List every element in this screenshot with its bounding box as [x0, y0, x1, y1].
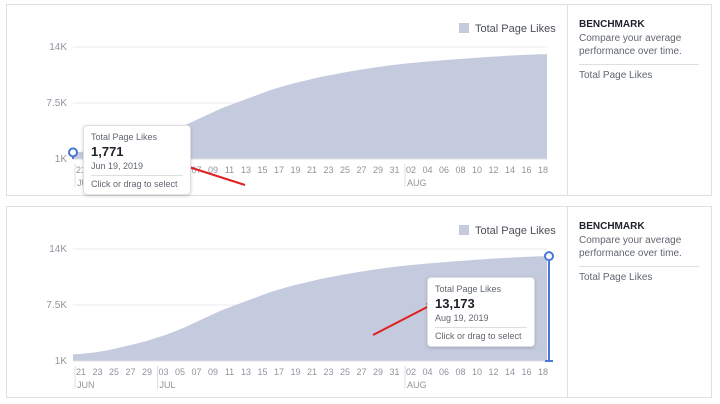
x-tick-label: 21: [76, 165, 86, 175]
sidebar-divider: [567, 207, 568, 397]
x-tick-label: 21: [76, 367, 86, 377]
selection-handle-icon: [68, 147, 78, 158]
selection-handle-icon: [544, 251, 554, 262]
y-tick-label: 14K: [49, 42, 67, 53]
x-tick-label: 04: [422, 367, 432, 377]
x-tick-label: 21: [307, 165, 317, 175]
benchmark-sidebar: BENCHMARK Compare your average performan…: [579, 221, 699, 283]
x-tick-label: 23: [323, 367, 333, 377]
tooltip-value: 1,771: [91, 144, 124, 159]
x-tick-label: 11: [225, 165, 234, 175]
x-tick-label: 31: [389, 367, 399, 377]
month-label: JUN: [77, 380, 95, 390]
x-tick-label: 17: [274, 367, 284, 377]
data-tooltip: Total Page Likes 1,771 Jun 19, 2019 Clic…: [83, 125, 191, 195]
x-tick-label: 29: [142, 367, 152, 377]
x-tick-label: 08: [455, 165, 465, 175]
x-tick-label: 27: [356, 367, 366, 377]
x-tick-label: 05: [175, 367, 185, 377]
x-tick-label: 25: [109, 367, 119, 377]
legend-label: Total Page Likes: [475, 23, 556, 35]
legend-label: Total Page Likes: [475, 225, 556, 237]
month-label: JUL: [160, 380, 176, 390]
x-tick-label: 13: [241, 367, 251, 377]
x-tick-label: 03: [158, 367, 168, 377]
month-label: AUG: [407, 178, 427, 188]
tooltip-action[interactable]: Click or drag to select: [435, 331, 522, 341]
x-tick-label: 18: [538, 367, 548, 377]
x-tick-label: 10: [472, 165, 482, 175]
x-tick-label: 12: [488, 367, 498, 377]
x-tick-label: 14: [505, 367, 515, 377]
benchmark-divider: [579, 266, 699, 267]
chart-panel-bottom: 1K 7.5K 14K 21 23 25 27 29 03 05 07 09 11 13 15 17 19 21 2…: [6, 206, 712, 398]
x-tick-label: 08: [455, 367, 465, 377]
benchmark-description: Compare your average performance over ti…: [579, 235, 682, 259]
x-tick-label: 10: [472, 367, 482, 377]
legend-swatch: [459, 23, 469, 33]
x-tick-label: 06: [439, 367, 449, 377]
y-tick-label: 7.5K: [46, 300, 67, 311]
x-tick-label: 25: [340, 367, 350, 377]
benchmark-title: BENCHMARK: [579, 19, 645, 30]
benchmark-description: Compare your average performance over ti…: [579, 33, 682, 57]
x-tick-label: 07: [191, 367, 201, 377]
x-tick-label: 23: [323, 165, 333, 175]
x-tick-label: 19: [290, 165, 300, 175]
area-chart-top[interactable]: 1K7.5K14K2123252729030507091113151719212…: [7, 5, 713, 197]
tooltip-divider: [435, 327, 527, 328]
x-tick-label: 12: [488, 165, 498, 175]
y-tick-label: 7.5K: [46, 98, 67, 109]
x-tick-label: 06: [439, 165, 449, 175]
month-label: AUG: [407, 380, 427, 390]
y-tick-label: 1K: [55, 154, 68, 165]
x-tick-label: 27: [125, 367, 135, 377]
x-tick-label: 23: [92, 367, 102, 377]
x-tick-label: 15: [257, 165, 267, 175]
x-tick-label: 29: [373, 165, 383, 175]
tooltip-value: 13,173: [435, 296, 475, 311]
data-tooltip: Total Page Likes 13,173 Aug 19, 2019 Cli…: [427, 277, 535, 347]
x-tick-label: 17: [274, 165, 284, 175]
tooltip-date: Jun 19, 2019: [91, 161, 144, 171]
x-tick-label: 14: [505, 165, 515, 175]
benchmark-item-total-page-likes[interactable]: Total Page Likes: [579, 70, 653, 81]
annotation-arrow: [372, 302, 436, 336]
sidebar-divider: [567, 5, 568, 195]
x-tick-label: 31: [389, 165, 399, 175]
x-tick-label: 15: [257, 367, 267, 377]
benchmark-item-total-page-likes[interactable]: Total Page Likes: [579, 272, 653, 283]
x-tick-label: 16: [521, 165, 531, 175]
chart-panel-top: 1K7.5K14K2123252729030507091113151719212…: [6, 4, 712, 196]
x-tick-label: 29: [373, 367, 383, 377]
x-tick-label: 16: [521, 367, 531, 377]
x-tick-label: 09: [208, 165, 218, 175]
x-tick-label: 02: [406, 165, 416, 175]
tooltip-title: Total Page Likes: [435, 284, 502, 294]
x-tick-label: 18: [538, 165, 548, 175]
x-tick-label: 02: [406, 367, 416, 377]
tooltip-action[interactable]: Click or drag to select: [91, 179, 178, 189]
benchmark-title: BENCHMARK: [579, 221, 645, 232]
series-area-total-page-likes: [73, 54, 547, 159]
x-tick-label: 25: [340, 165, 350, 175]
x-tick-label: 13: [241, 165, 251, 175]
x-tick-label: 21: [307, 367, 317, 377]
y-tick-label: 1K: [55, 356, 68, 367]
x-tick-label: 11: [225, 367, 234, 377]
x-tick-label: 27: [356, 165, 366, 175]
tooltip-title: Total Page Likes: [91, 132, 158, 142]
y-tick-label: 14K: [49, 244, 67, 255]
benchmark-sidebar: BENCHMARK Compare your average performan…: [579, 19, 699, 81]
x-tick-label: 09: [208, 367, 218, 377]
benchmark-divider: [579, 64, 699, 65]
tooltip-divider: [91, 175, 183, 176]
x-tick-label: 19: [290, 367, 300, 377]
tooltip-date: Aug 19, 2019: [435, 313, 489, 323]
x-tick-label: 04: [422, 165, 432, 175]
legend-swatch: [459, 225, 469, 235]
